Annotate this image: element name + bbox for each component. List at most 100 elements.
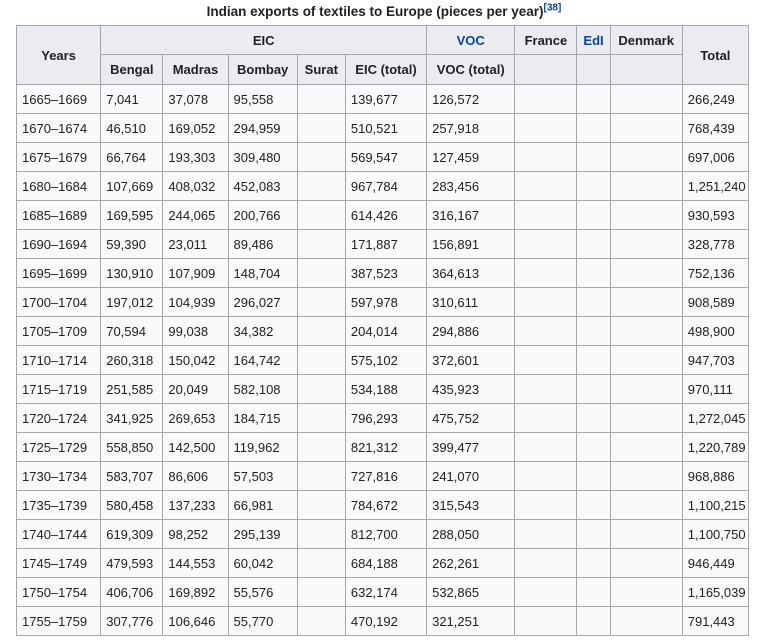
value-cell — [609, 113, 683, 143]
header-edi-link[interactable]: EdI — [576, 25, 611, 55]
value-cell: 130,910 — [100, 258, 164, 288]
years-cell: 1670–1674 — [15, 113, 102, 143]
years-cell: 1700–1704 — [15, 287, 102, 317]
value-cell: 619,309 — [100, 519, 164, 549]
value-cell — [296, 142, 346, 172]
value-cell: 321,251 — [426, 606, 516, 636]
value-cell: 139,677 — [344, 84, 428, 114]
value-cell — [296, 548, 346, 578]
value-cell: 119,962 — [227, 432, 298, 462]
value-cell: 296,027 — [227, 287, 298, 317]
value-cell: 946,449 — [681, 548, 750, 578]
years-cell: 1750–1754 — [15, 577, 102, 607]
value-cell — [514, 316, 578, 346]
value-cell: 967,784 — [344, 171, 428, 201]
years-cell: 1710–1714 — [15, 345, 102, 375]
value-cell: 452,083 — [227, 171, 298, 201]
value-cell: 614,426 — [344, 200, 428, 230]
years-cell: 1705–1709 — [15, 316, 102, 346]
value-cell — [576, 577, 611, 607]
value-cell — [514, 84, 578, 114]
value-cell: 37,078 — [162, 84, 229, 114]
value-cell: 295,139 — [227, 519, 298, 549]
value-cell: 126,572 — [426, 84, 516, 114]
value-cell — [609, 403, 683, 433]
value-cell — [609, 461, 683, 491]
value-cell — [296, 258, 346, 288]
value-cell: 137,233 — [162, 490, 229, 520]
value-cell: 968,886 — [681, 461, 750, 491]
caption-text: Indian exports of textiles to Europe (pi… — [206, 4, 544, 19]
value-cell: 309,480 — [227, 142, 298, 172]
value-cell: 1,100,215 — [681, 490, 750, 520]
value-cell: 632,174 — [344, 577, 428, 607]
value-cell — [576, 229, 611, 259]
value-cell — [514, 403, 578, 433]
value-cell — [514, 432, 578, 462]
value-cell: 169,052 — [162, 113, 229, 143]
years-cell: 1725–1729 — [15, 432, 102, 462]
value-cell: 257,918 — [426, 113, 516, 143]
value-cell — [514, 229, 578, 259]
value-cell: 66,981 — [227, 490, 298, 520]
value-cell: 947,703 — [681, 345, 750, 375]
value-cell — [609, 548, 683, 578]
value-cell: 107,669 — [100, 171, 164, 201]
value-cell — [296, 200, 346, 230]
value-cell: 908,589 — [681, 287, 750, 317]
value-cell: 148,704 — [227, 258, 298, 288]
header-voc-total: VOC (total) — [426, 54, 516, 85]
value-cell — [576, 490, 611, 520]
header-denmark-sub — [609, 54, 683, 85]
value-cell — [576, 316, 611, 346]
value-cell — [576, 287, 611, 317]
header-eic-total: EIC (total) — [344, 54, 428, 85]
header-france-sub — [514, 54, 578, 85]
header-denmark: Denmark — [609, 25, 683, 55]
value-cell — [514, 519, 578, 549]
value-cell: 534,188 — [344, 374, 428, 404]
value-cell — [514, 490, 578, 520]
value-cell: 95,558 — [227, 84, 298, 114]
header-bombay: Bombay — [227, 54, 298, 85]
value-cell — [514, 345, 578, 375]
value-cell: 66,764 — [100, 142, 164, 172]
value-cell: 23,011 — [162, 229, 229, 259]
table-row: 1670–1674 46,510 169,052 294,959 510,521 257,… — [15, 113, 750, 143]
header-voc-link[interactable]: VOC — [426, 25, 516, 55]
value-cell: 470,192 — [344, 606, 428, 636]
value-cell — [609, 287, 683, 317]
value-cell: 307,776 — [100, 606, 164, 636]
value-cell — [514, 171, 578, 201]
value-cell: 341,925 — [100, 403, 164, 433]
value-cell: 752,136 — [681, 258, 750, 288]
value-cell — [609, 606, 683, 636]
value-cell — [576, 606, 611, 636]
reference-link[interactable]: [38] — [543, 2, 562, 14]
value-cell: 294,959 — [227, 113, 298, 143]
table-row: 1715–1719 251,585 20,049 582,108 534,188 435,… — [15, 374, 750, 404]
value-cell: 55,576 — [227, 577, 298, 607]
value-cell: 262,261 — [426, 548, 516, 578]
value-cell — [609, 229, 683, 259]
value-cell: 99,038 — [162, 316, 229, 346]
value-cell: 575,102 — [344, 345, 428, 375]
value-cell: 150,042 — [162, 345, 229, 375]
value-cell: 55,770 — [227, 606, 298, 636]
value-cell: 479,593 — [100, 548, 164, 578]
value-cell: 98,252 — [162, 519, 229, 549]
value-cell — [609, 374, 683, 404]
value-cell: 104,939 — [162, 287, 229, 317]
table-row: 1740–1744 619,309 98,252 295,139 812,700 288,… — [15, 519, 750, 549]
value-cell: 558,850 — [100, 432, 164, 462]
value-cell — [514, 461, 578, 491]
value-cell: 171,887 — [344, 229, 428, 259]
years-cell: 1740–1744 — [15, 519, 102, 549]
table-row: 1755–1759 307,776 106,646 55,770 470,192 321,… — [15, 606, 750, 636]
table-row: 1700–1704 197,012 104,939 296,027 597,978 310… — [15, 287, 750, 317]
value-cell: 107,909 — [162, 258, 229, 288]
header-surat: Surat — [296, 54, 346, 85]
table-row: 1730–1734 583,707 86,606 57,503 727,816 241,0… — [15, 461, 750, 491]
table-row: 1710–1714 260,318 150,042 164,742 575,102 372… — [15, 345, 750, 375]
table-row: 1735–1739 580,458 137,233 66,981 784,672 315,… — [15, 490, 750, 520]
